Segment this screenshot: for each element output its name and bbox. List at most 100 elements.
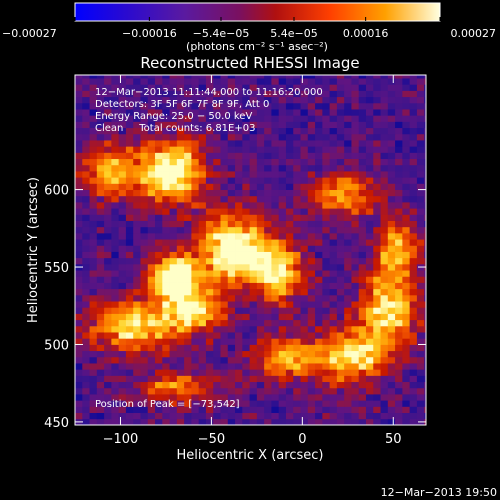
heatmap-cell [365,90,374,98]
heatmap-cell [147,307,156,314]
heatmap-cell [227,239,236,246]
heatmap-cell [242,257,250,265]
heatmap-cell [147,96,156,104]
heatmap-cell [300,140,309,147]
heatmap-cell [82,158,90,166]
heatmap-cell [424,288,426,296]
heatmap-cell [380,140,389,147]
heatmap-cell [416,288,425,296]
heatmap-cell [184,400,192,407]
heatmap-cell [365,201,374,209]
heatmap-cell [365,78,374,85]
heatmap-cell [140,257,149,265]
heatmap-cell [264,102,272,110]
heatmap-cell [235,369,243,376]
heatmap-cell [96,294,105,302]
heatmap-cell [300,251,309,259]
heatmap-cell [176,400,185,407]
heatmap-cell [416,325,425,333]
heatmap-cell [205,121,214,129]
heatmap-cell [96,325,105,333]
heatmap-cell [293,183,301,190]
heatmap-cell [249,344,258,352]
heatmap-cell [205,301,214,308]
heatmap-cell [358,183,367,190]
heatmap-cell [300,363,309,370]
heatmap-cell [395,301,403,308]
heatmap-cell [169,338,178,345]
heatmap-cell [140,96,149,104]
heatmap-cell [184,214,192,221]
heatmap-cell [249,338,258,345]
heatmap-cell [365,146,374,153]
heatmap-cell [264,133,272,141]
heatmap-cell [184,245,192,252]
heatmap-cell [162,381,170,389]
heatmap-cell [322,171,331,178]
heatmap-cell [307,239,316,246]
heatmap-cell [147,418,156,425]
heatmap-cell [235,294,243,302]
heatmap-cell [256,263,265,271]
heatmap-cell [351,102,360,110]
x-tick-label: 50 [385,432,402,447]
heatmap-cell [205,412,214,420]
heatmap-cell [191,152,200,160]
heatmap-cell [242,363,250,370]
heatmap-cell [358,338,367,345]
heatmap-cell [140,350,149,358]
heatmap-cell [89,251,98,259]
heatmap-cell [198,394,207,401]
heatmap-cell [373,270,381,277]
heatmap-cell [118,263,127,271]
heatmap-cell [89,201,98,209]
heatmap-cell [198,400,207,407]
heatmap-cell [220,239,229,246]
heatmap-cell [373,338,381,345]
heatmap-cell [271,171,280,178]
heatmap-cell [373,189,381,197]
heatmap-cell [82,183,90,190]
heatmap-cell [395,127,403,135]
heatmap-cell [271,121,280,129]
heatmap-cell [416,90,425,98]
heatmap-cell [242,369,250,376]
heatmap-cell [351,158,360,166]
heatmap-cell [125,152,134,160]
heatmap-cell [424,307,426,314]
heatmap-cell [176,201,185,209]
heatmap-cell [336,406,345,414]
heatmap-cell [387,356,396,364]
heatmap-cell [293,109,301,116]
heatmap-cell [387,75,396,79]
heatmap-cell [249,375,258,383]
heatmap-cell [75,332,83,339]
heatmap-cell [271,96,280,104]
heatmap-cell [264,387,272,395]
heatmap-cell [395,78,403,85]
heatmap-cell [147,232,156,240]
heatmap-cell [133,270,141,277]
heatmap-cell [365,115,374,122]
heatmap-cell [176,307,185,314]
heatmap-cell [118,102,127,110]
heatmap-cell [227,115,236,122]
heatmap-cell [82,270,90,277]
heatmap-cell [293,84,301,91]
heatmap-cell [278,239,287,246]
heatmap-cell [82,387,90,395]
heatmap-cell [133,245,141,252]
heatmap-cell [402,109,411,116]
heatmap-cell [373,121,381,129]
heatmap-cell [184,338,192,345]
heatmap-cell [96,307,105,314]
heatmap-cell [140,313,149,321]
heatmap-cell [184,325,192,333]
heatmap-cell [264,350,272,358]
heatmap-cell [395,400,403,407]
heatmap-cell [351,375,360,383]
heatmap-cell [344,412,352,420]
colorbar-tick-label: 0.00016 [343,27,389,40]
heatmap-cell [315,257,323,265]
heatmap-cell [293,276,301,283]
